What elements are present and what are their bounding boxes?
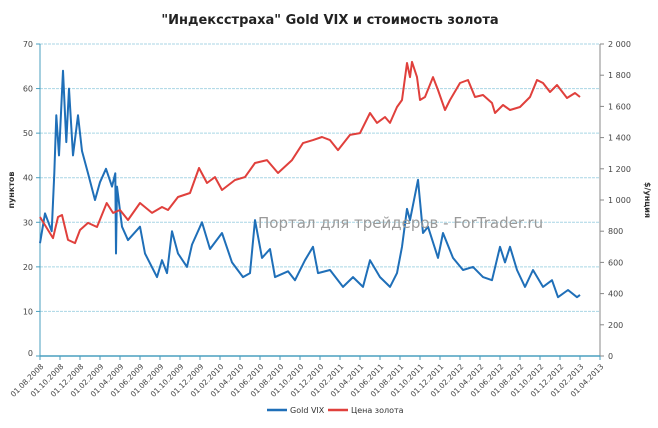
y2-tick-label: 1 400 bbox=[608, 134, 631, 143]
series-line-gold-vix bbox=[39, 69, 581, 299]
y2-tick-label: 1 600 bbox=[608, 102, 631, 111]
legend: Gold VIX Цена золота bbox=[267, 406, 404, 415]
y2-tick-label: 200 bbox=[608, 321, 623, 330]
y2-tick-label: 1 000 bbox=[608, 196, 631, 205]
y2-tick-label: 600 bbox=[608, 258, 623, 267]
y2-tick-label: 1 800 bbox=[608, 71, 631, 80]
legend-label-gold-price: Цена золота bbox=[351, 406, 404, 415]
y-tick-label: 60 bbox=[23, 85, 33, 94]
y-tick-label: 0 bbox=[28, 349, 33, 358]
y-tick-label: 20 bbox=[23, 263, 33, 272]
y2-tick-label: 800 bbox=[608, 227, 623, 236]
y2-tick-label: 1 200 bbox=[608, 165, 631, 174]
y-tick-label: 70 bbox=[23, 40, 33, 49]
watermark: Портал для трейдеров - ForTrader.ru bbox=[258, 214, 544, 232]
y2-axis-label: $/унция bbox=[643, 182, 652, 218]
y2-tick-label: 2 000 bbox=[608, 40, 631, 49]
y-axis-label: пунктов bbox=[7, 172, 16, 209]
y2-tick-label: 0 bbox=[608, 352, 613, 361]
y-tick-label: 30 bbox=[23, 218, 33, 227]
y-tick-label: 50 bbox=[23, 129, 33, 138]
y-tick-label: 40 bbox=[23, 174, 33, 183]
gridlines bbox=[40, 43, 600, 312]
series-lines bbox=[39, 60, 581, 299]
series-line-gold-price bbox=[39, 60, 581, 245]
y-tick-label: 10 bbox=[23, 307, 33, 316]
y2-tick-label: 400 bbox=[608, 290, 623, 299]
legend-label-gold-vix: Gold VIX bbox=[290, 406, 325, 415]
chart-title: "Индексстраха" Gold VIX и стоимость золо… bbox=[161, 13, 498, 28]
